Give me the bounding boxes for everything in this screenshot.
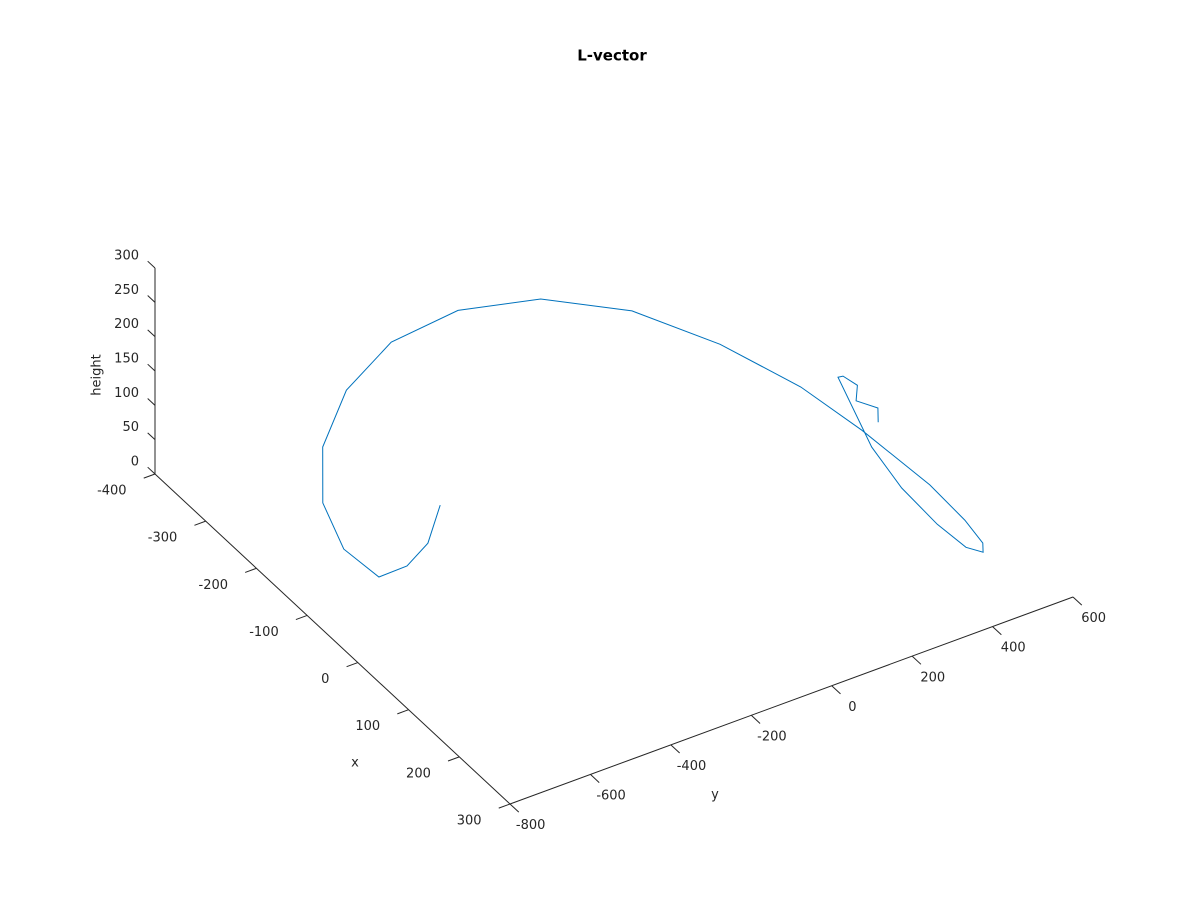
x-tick (244, 567, 257, 573)
z-tick-label: 100 (114, 386, 139, 401)
y-tick (1072, 596, 1083, 606)
y-tick (670, 744, 680, 754)
y-axis-label: y (711, 788, 719, 803)
x-tick-label: -100 (249, 625, 279, 640)
y-tick-label: -200 (757, 729, 787, 744)
z-tick (147, 295, 156, 303)
x-tick-label: -300 (148, 531, 178, 546)
x-tick-label: 200 (406, 766, 431, 781)
x-tick (447, 756, 460, 762)
z-tick-label: 50 (122, 420, 139, 435)
y-tick (992, 626, 1002, 636)
z-axis-label: height (90, 354, 105, 395)
z-tick-label: 250 (114, 283, 139, 298)
data-line (322, 298, 984, 578)
y-tick-label: -800 (516, 818, 546, 833)
y-tick (831, 685, 841, 695)
y-tick-label: 600 (1081, 611, 1106, 626)
z-tick-label: 0 (131, 455, 139, 470)
x-tick (143, 473, 156, 479)
z-tick (147, 363, 156, 372)
y-tick (509, 803, 520, 813)
z-tick-label: 200 (114, 317, 139, 332)
z-tick (147, 466, 156, 475)
y-axis (509, 596, 1074, 805)
x-axis (154, 473, 511, 805)
x-tick-label: 0 (321, 672, 329, 687)
x-tick (346, 662, 359, 668)
y-tick-label: 0 (848, 700, 856, 715)
x-axis-label: x (351, 756, 359, 771)
z-tick (147, 398, 156, 406)
z-tick (147, 329, 156, 338)
y-tick (590, 774, 600, 783)
y-tick-label: -600 (596, 789, 626, 804)
x-tick-label: 100 (355, 719, 380, 734)
x-tick-label: 300 (457, 813, 482, 828)
x-tick (194, 520, 206, 526)
x-tick (295, 614, 308, 621)
z-tick-label: 150 (114, 352, 139, 367)
z-tick-label: 300 (114, 249, 139, 264)
chart-title: L-vector (577, 47, 647, 65)
y-tick (750, 714, 761, 724)
y-tick-label: 400 (1001, 641, 1026, 656)
x-tick (498, 803, 511, 809)
y-tick (911, 655, 922, 665)
x-tick-label: -400 (97, 483, 127, 498)
x-tick (397, 709, 409, 715)
y-tick-label: -400 (677, 759, 707, 774)
x-tick-label: -200 (199, 578, 229, 593)
y-tick-label: 200 (920, 670, 945, 685)
z-tick (147, 260, 156, 269)
z-tick (147, 432, 156, 441)
